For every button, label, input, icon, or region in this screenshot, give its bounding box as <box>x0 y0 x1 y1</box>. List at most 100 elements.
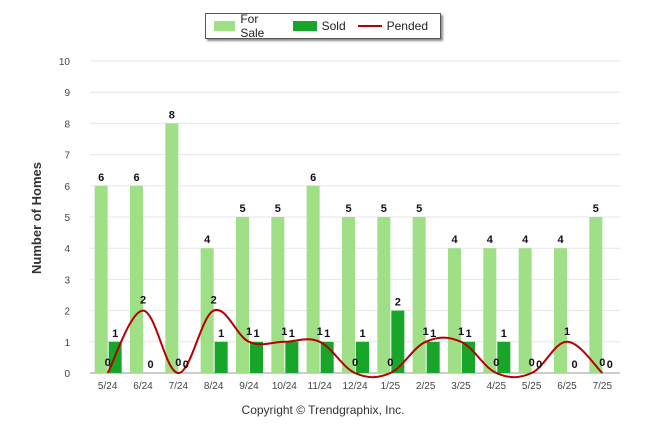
pended-line-path <box>106 309 604 379</box>
data-label-pended: 0 <box>599 357 605 369</box>
legend-item-pended[interactable]: Pended <box>357 19 428 33</box>
copyright-text: Copyright © Trendgraphix, Inc. <box>241 403 405 417</box>
y-tick-label: 1 <box>64 338 70 349</box>
data-label-pended: 1 <box>423 326 429 338</box>
x-tick-label: 9/24 <box>239 381 259 392</box>
bar-sold <box>285 341 299 373</box>
data-label-pended: 1 <box>317 326 323 338</box>
data-label-for-sale: 6 <box>98 172 104 184</box>
bar-for-sale <box>306 185 320 373</box>
data-label-pended: 0 <box>352 357 358 369</box>
data-label-sold: 1 <box>465 328 471 340</box>
data-label-for-sale: 4 <box>487 234 494 246</box>
y-tick-label: 4 <box>64 244 70 255</box>
for-sale-swatch <box>214 21 236 31</box>
data-label-sold: 1 <box>289 328 295 340</box>
data-label-sold: 0 <box>536 359 542 371</box>
data-label-pended: 0 <box>105 357 111 369</box>
bar-for-sale <box>377 217 391 373</box>
y-tick-label: 6 <box>64 182 70 193</box>
sold-swatch <box>292 21 317 31</box>
x-axis-ticks: 5/24 6/24 7/24 8/24 9/24 10/24 11/24 12/24 1/25 2… <box>98 381 613 392</box>
bar-sold <box>426 341 440 373</box>
data-label-sold: 2 <box>395 297 401 309</box>
x-tick-label: 6/24 <box>133 381 153 392</box>
legend-label-sold: Sold <box>321 19 346 33</box>
bar-sold <box>214 341 228 373</box>
data-label-pended: 0 <box>493 357 499 369</box>
data-label-sold: 0 <box>571 359 577 371</box>
data-label-for-sale: 5 <box>416 203 422 215</box>
bar-for-sale <box>412 217 426 373</box>
bar-for-sale <box>236 217 249 373</box>
data-label-sold: 1 <box>501 328 507 340</box>
x-tick-label: 12/24 <box>342 381 367 392</box>
bar-for-sale <box>200 248 214 373</box>
data-label-pended: 0 <box>529 357 535 369</box>
legend-item-for-sale[interactable]: For Sale <box>214 12 281 40</box>
data-label-for-sale: 4 <box>522 234 529 246</box>
x-tick-label: 10/24 <box>272 381 297 392</box>
data-label-for-sale: 5 <box>593 203 599 215</box>
data-label-for-sale: 5 <box>239 203 245 215</box>
y-tick-label: 7 <box>64 151 70 162</box>
data-label-pended: 1 <box>246 326 252 338</box>
data-label-for-sale: 8 <box>169 109 175 121</box>
data-label-for-sale: 5 <box>345 203 351 215</box>
y-tick-label: 3 <box>64 275 70 286</box>
data-label-sold: 0 <box>147 359 153 371</box>
data-label-sold: 1 <box>218 328 224 340</box>
data-label-for-sale: 4 <box>451 234 458 246</box>
bar-for-sale <box>94 185 108 373</box>
data-label-sold: 0 <box>183 359 189 371</box>
x-tick-label: 6/25 <box>557 381 577 392</box>
bar-for-sale <box>483 248 497 373</box>
bar-sold <box>250 341 263 373</box>
y-tick-label: 2 <box>64 307 70 318</box>
x-tick-label: 2/25 <box>416 381 436 392</box>
legend-label-for-sale: For Sale <box>240 12 265 40</box>
y-axis-ticks: 0 1 2 3 4 5 6 7 8 9 10 <box>59 57 71 380</box>
data-label-for-sale: 5 <box>381 203 387 215</box>
bars <box>94 123 603 374</box>
pended-line <box>106 309 604 379</box>
y-tick-label: 9 <box>64 88 70 99</box>
data-label-for-sale: 4 <box>204 234 211 246</box>
bar-for-sale <box>554 248 567 373</box>
legend-item-sold[interactable]: Sold <box>292 19 346 33</box>
data-label-sold: 1 <box>112 328 118 340</box>
bar-for-sale <box>448 248 461 373</box>
data-label-for-sale: 4 <box>557 234 564 246</box>
data-label-sold: 1 <box>253 328 259 340</box>
bar-for-sale <box>130 185 143 373</box>
y-tick-label: 0 <box>64 369 70 380</box>
data-label-pended: 0 <box>387 357 393 369</box>
data-label-pended: 0 <box>175 357 181 369</box>
y-tick-label: 10 <box>59 57 71 68</box>
data-label-pended: 1 <box>564 326 570 338</box>
x-tick-label: 7/24 <box>169 381 189 392</box>
data-label-pended: 1 <box>281 326 287 338</box>
bar-sold <box>391 310 405 373</box>
data-label-for-sale: 5 <box>275 203 281 215</box>
bar-for-sale <box>271 217 285 373</box>
data-label-pended: 2 <box>140 295 146 307</box>
bar-for-sale <box>589 217 603 373</box>
legend: For Sale Sold Pended <box>205 12 441 40</box>
data-label-for-sale: 6 <box>310 172 316 184</box>
x-tick-label: 8/24 <box>204 381 224 392</box>
x-tick-label: 1/25 <box>381 381 401 392</box>
legend-label-pended: Pended <box>386 19 428 33</box>
x-tick-label: 3/25 <box>451 381 471 392</box>
data-label-sold: 1 <box>430 328 436 340</box>
x-tick-label: 4/25 <box>487 381 507 392</box>
data-label-sold: 0 <box>607 359 613 371</box>
bar-for-sale <box>165 123 179 374</box>
x-tick-label: 7/25 <box>593 381 613 392</box>
x-tick-label: 5/25 <box>522 381 542 392</box>
bar-for-sale <box>518 248 532 373</box>
data-label-sold: 1 <box>324 328 330 340</box>
data-label-for-sale: 6 <box>133 172 139 184</box>
